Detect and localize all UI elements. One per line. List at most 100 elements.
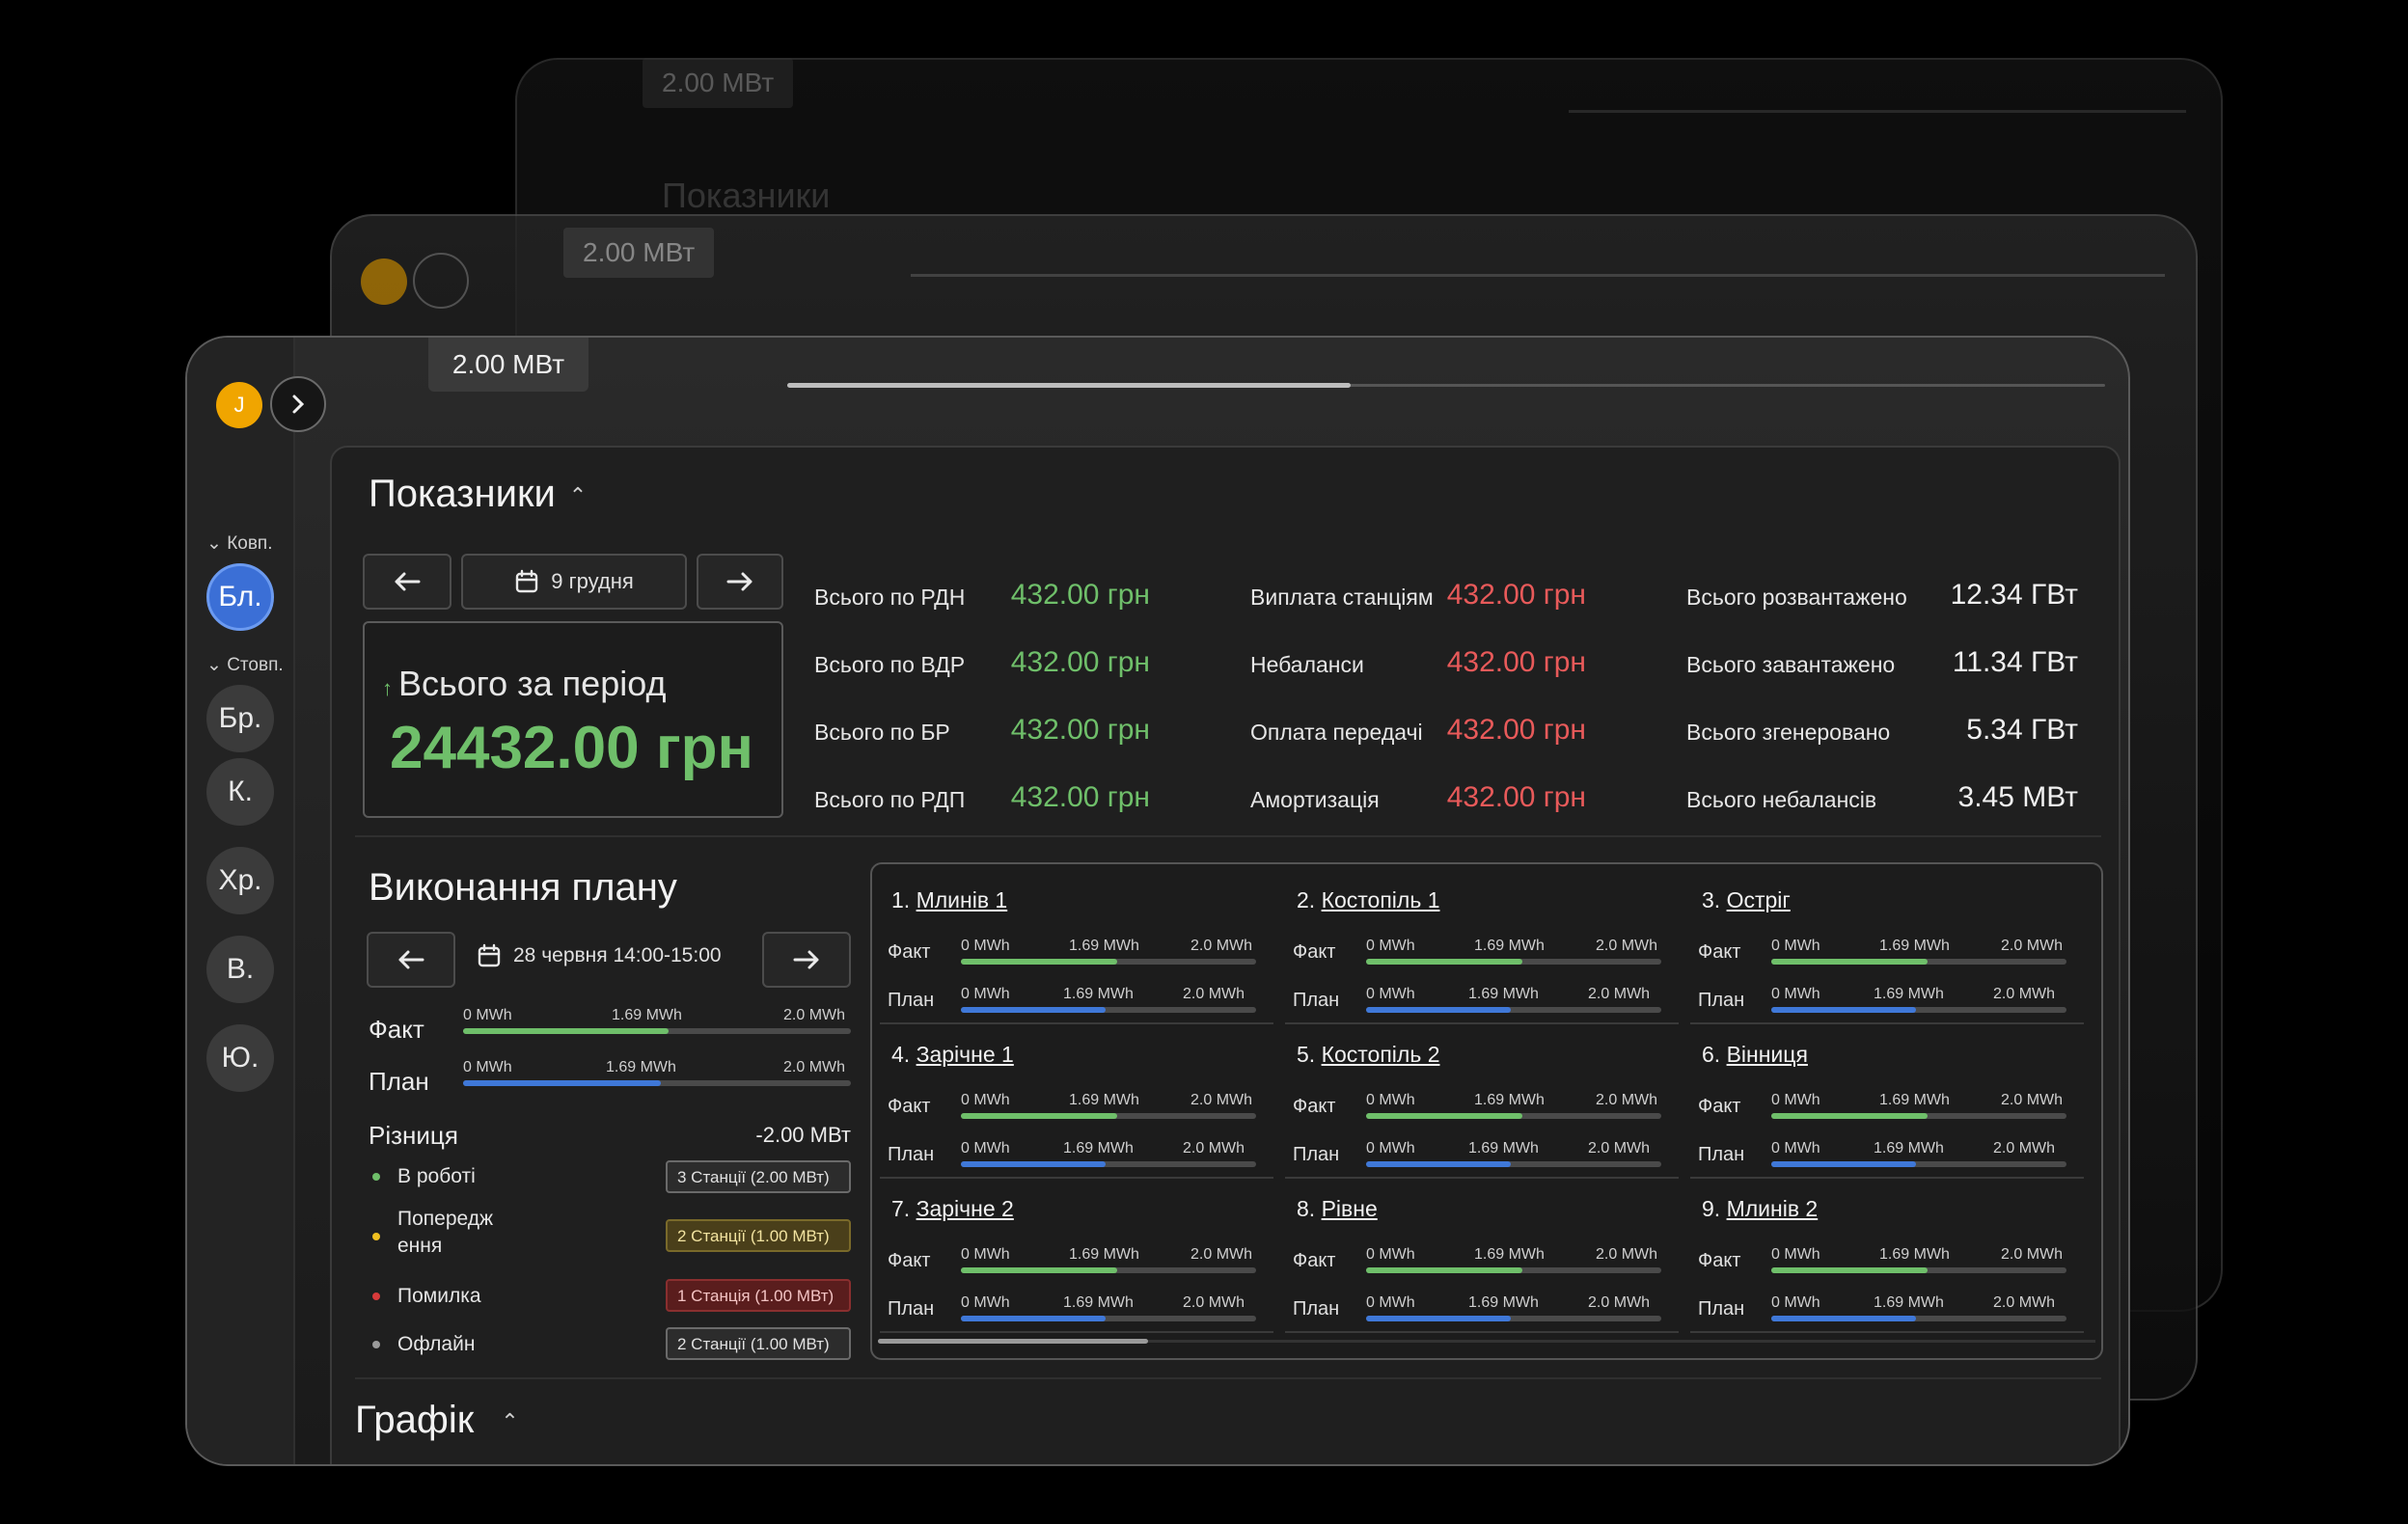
indicators-prev-button[interactable]: [363, 554, 452, 610]
station-fact-tick-max: 2.0 MWh: [1596, 938, 1658, 954]
user-avatar[interactable]: J: [216, 382, 262, 428]
station-plan-tick-min: 0 MWh: [1366, 1294, 1415, 1311]
kpi-value-imbalance-total: 3.45 МВт: [1957, 781, 2078, 813]
station-fact-tick-min: 0 MWh: [1771, 1246, 1820, 1263]
station-plan-tick-max: 2.0 MWh: [1588, 986, 1651, 1002]
station-plan-tick-min: 0 MWh: [1771, 1140, 1820, 1157]
station-title[interactable]: 6. Вінниця: [1702, 1042, 1808, 1068]
status-badge-working[interactable]: 3 Станції (2.00 МВт): [666, 1160, 851, 1193]
plan-fact-bar: [463, 1028, 851, 1034]
station-name-link[interactable]: Млинів 2: [1726, 1196, 1819, 1221]
indicators-date-picker[interactable]: 9 грудня: [461, 554, 687, 610]
sidebar-station-br[interactable]: Бр.: [206, 685, 274, 752]
station-fact-tick-max: 2.0 MWh: [1190, 1092, 1253, 1108]
group-toggle-kovp[interactable]: ⌄ Ковп.: [206, 532, 273, 555]
station-fact-fill: [1366, 1267, 1523, 1273]
station-plan-tick-min: 0 MWh: [1366, 1140, 1415, 1157]
chart-section-header[interactable]: Графік ⌃: [355, 1399, 519, 1442]
station-fact-tick-mid: 1.69 MWh: [1474, 1246, 1545, 1263]
station-name-link[interactable]: Зарічне 1: [916, 1042, 1014, 1067]
station-fact-fill: [961, 959, 1118, 965]
period-total-card: ↑ Всього за період 24432.00 грн: [363, 621, 783, 818]
station-title[interactable]: 2. Костопіль 1: [1297, 887, 1439, 913]
station-card: 1. Млинів 1 Факт 0 MWh 1.69 MWh 2.0 MWh План 0…: [880, 864, 1273, 1024]
status-dot-working: [372, 1173, 380, 1181]
status-badge-error[interactable]: 1 Станція (1.00 МВт): [666, 1279, 851, 1312]
station-title[interactable]: 8. Рівне: [1297, 1196, 1378, 1222]
grid-scrollbar-thumb[interactable]: [878, 1339, 1148, 1344]
station-plan-label: План: [1293, 1298, 1340, 1320]
station-name-link[interactable]: Рівне: [1321, 1196, 1378, 1221]
kpi-label-transfer-payment: Оплата передачі: [1250, 720, 1423, 745]
arrow-right-icon: [793, 950, 819, 969]
kpi-label-generated: Всього згенеровано: [1686, 720, 1891, 745]
plan-prev-button[interactable]: [367, 932, 455, 988]
station-title[interactable]: 1. Млинів 1: [891, 887, 1007, 913]
indicators-header[interactable]: Показники ⌃: [369, 473, 587, 516]
group-toggle-stovp[interactable]: ⌄ Стовп.: [206, 654, 284, 676]
sidebar-station-khr[interactable]: Хр.: [206, 847, 274, 914]
station-title[interactable]: 4. Зарічне 1: [891, 1042, 1014, 1068]
plan-next-button[interactable]: [762, 932, 851, 988]
expand-sidebar-button[interactable]: [270, 376, 326, 432]
station-name-link[interactable]: Остріг: [1726, 887, 1791, 912]
plan-fact-label: Факт: [369, 1015, 424, 1044]
station-fact-tick-min: 0 MWh: [1366, 938, 1415, 954]
period-total-label-text: Всього за період: [398, 664, 667, 703]
station-fact-tick-mid: 1.69 MWh: [1879, 1092, 1950, 1108]
station-plan-label: План: [1698, 1298, 1745, 1320]
sidebar-station-yu[interactable]: Ю.: [206, 1024, 274, 1092]
sidebar-station-v[interactable]: В.: [206, 936, 274, 1003]
station-fact-label: Факт: [888, 1250, 931, 1271]
station-plan-tick-mid: 1.69 MWh: [1063, 1140, 1134, 1157]
station-title[interactable]: 7. Зарічне 2: [891, 1196, 1014, 1222]
station-fact-tick-mid: 1.69 MWh: [1069, 1092, 1139, 1108]
grid-scrollbar-track[interactable]: [878, 1340, 2095, 1343]
station-plan-fill: [961, 1007, 1106, 1013]
indicators-next-button[interactable]: [697, 554, 783, 610]
station-title[interactable]: 5. Костопіль 2: [1297, 1042, 1439, 1068]
chevron-right-icon: [292, 395, 305, 414]
sidebar-station-bl[interactable]: Бл.: [206, 563, 274, 631]
station-plan-fill: [1366, 1161, 1511, 1167]
station-fact-tick-min: 0 MWh: [961, 1246, 1010, 1263]
calendar-icon: [478, 943, 501, 967]
section-divider-2: [355, 1377, 2101, 1379]
station-fact-tick-max: 2.0 MWh: [1596, 1092, 1658, 1108]
station-name-link[interactable]: Зарічне 2: [916, 1196, 1014, 1221]
status-badge-warning[interactable]: 2 Станції (1.00 МВт): [666, 1219, 851, 1252]
user-initial: J: [233, 393, 245, 417]
station-plan-tick-max: 2.0 MWh: [1993, 1294, 2056, 1311]
station-fact-bar: [1366, 1267, 1661, 1273]
station-plan-tick-min: 0 MWh: [961, 1294, 1010, 1311]
plan-plan-fill: [463, 1080, 662, 1086]
main-window: J ⌄ Ковп. Бл. ⌄ Стовп. Бр. К. Хр. В. Ю. …: [185, 336, 2130, 1466]
period-total-label: ↑ Всього за період: [382, 664, 666, 704]
station-fact-fill: [1771, 1267, 1929, 1273]
station-title[interactable]: 9. Млинів 2: [1702, 1196, 1818, 1222]
kpi-value-amortization: 432.00 грн: [1446, 781, 1586, 813]
diff-label: Різниця: [369, 1121, 458, 1150]
indicators-title: Показники: [369, 473, 556, 515]
chevron-up-icon: ⌃: [501, 1409, 519, 1434]
station-plan-tick-mid: 1.69 MWh: [1468, 986, 1539, 1002]
sidebar-station-k[interactable]: К.: [206, 758, 274, 826]
plan-date-picker[interactable]: 28 червня 14:00-15:00: [477, 943, 722, 968]
station-plan-fill: [1771, 1007, 1916, 1013]
status-label-offline: Офлайн: [397, 1333, 476, 1355]
station-plan-bar: [961, 1161, 1256, 1167]
station-title[interactable]: 3. Остріг: [1702, 887, 1791, 913]
station-plan-fill: [961, 1161, 1106, 1167]
station-fact-label: Факт: [1698, 941, 1741, 963]
station-name-link[interactable]: Костопіль 1: [1321, 887, 1440, 912]
station-name-link[interactable]: Костопіль 2: [1321, 1042, 1440, 1067]
arrow-left-icon: [398, 950, 424, 969]
top-progress-track[interactable]: [787, 384, 2105, 387]
station-plan-tick-min: 0 MWh: [1366, 986, 1415, 1002]
station-plan-tick-min: 0 MWh: [961, 1140, 1010, 1157]
top-progress-thumb[interactable]: [787, 383, 1351, 388]
station-number: 2.: [1297, 887, 1316, 912]
station-name-link[interactable]: Вінниця: [1726, 1042, 1808, 1067]
status-badge-offline[interactable]: 2 Станції (1.00 МВт): [666, 1327, 851, 1360]
station-name-link[interactable]: Млинів 1: [916, 887, 1008, 912]
